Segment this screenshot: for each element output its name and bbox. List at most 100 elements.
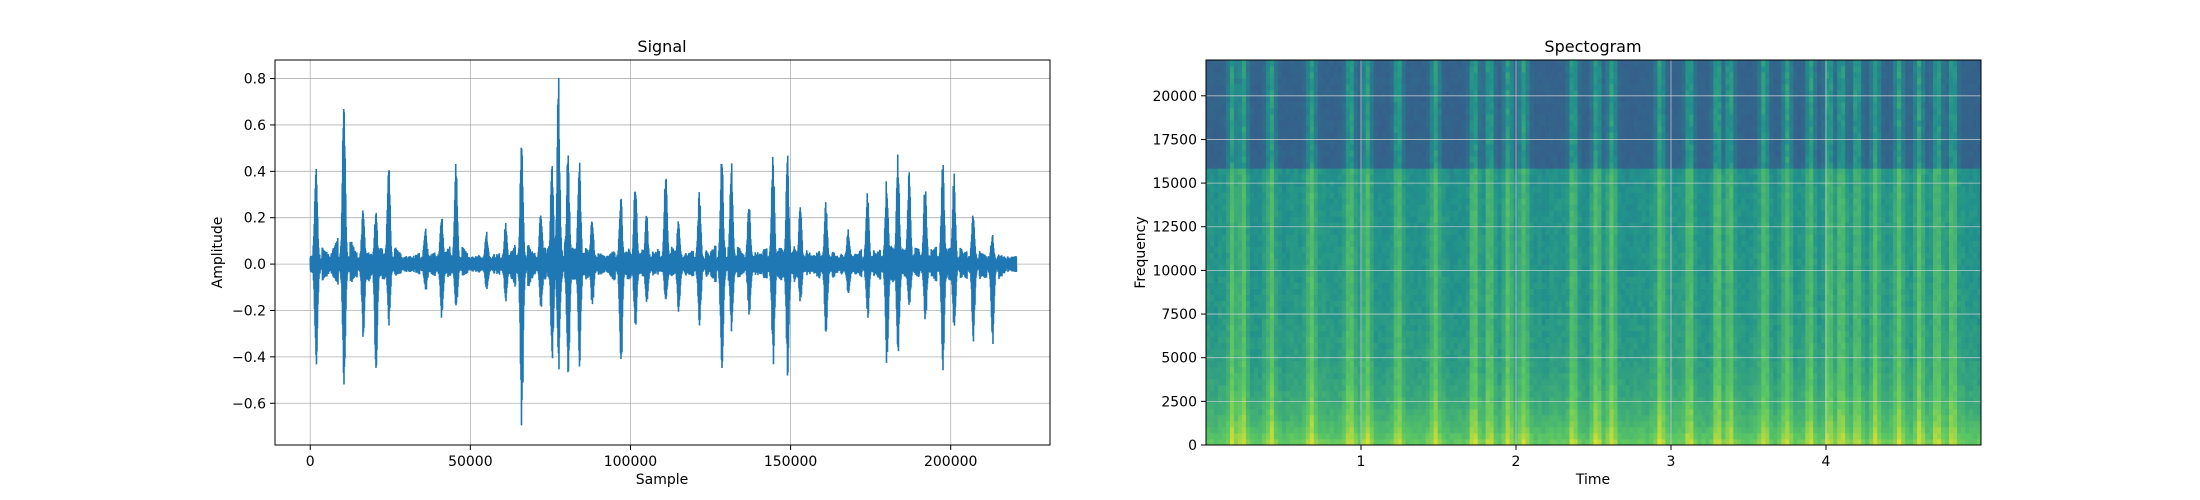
spectrogram-cell — [1369, 390, 1375, 398]
spectrogram-cell — [1249, 384, 1255, 392]
spectrogram-cell — [1305, 102, 1311, 109]
spectrogram-cell — [1397, 318, 1403, 326]
spectrogram-cell — [1389, 192, 1395, 199]
spectrogram-cell — [1405, 156, 1411, 163]
spectrogram-cell — [1325, 240, 1331, 247]
spectrogram-cell — [1497, 234, 1502, 241]
spectrogram-cell — [1329, 126, 1335, 133]
spectrogram-cell — [1365, 318, 1371, 326]
spectrogram-cell — [1493, 168, 1498, 175]
spectrogram-cell — [1269, 66, 1275, 73]
spectrogram-cell — [1461, 126, 1467, 133]
spectrogram-cell — [1213, 102, 1219, 109]
spectrogram-cell — [1277, 408, 1283, 416]
spectrogram-cell — [1309, 402, 1315, 410]
spectrogram-cell — [1505, 330, 1510, 338]
spectrogram-cell — [1293, 402, 1299, 410]
spectrogram-cell — [1273, 426, 1279, 434]
spectrogram-cell — [1413, 294, 1419, 301]
spectrogram-cell — [1397, 270, 1403, 277]
spectrogram-cell — [1457, 306, 1463, 314]
spectrogram-cell — [1485, 144, 1490, 151]
spectrogram-cell — [1509, 246, 1514, 253]
spectrogram-cell — [1289, 108, 1295, 115]
spectrogram-cell — [1317, 246, 1323, 253]
spectrogram-cell — [1213, 306, 1219, 314]
spectrogram-cell — [1297, 186, 1303, 193]
spectrogram-cell — [1373, 384, 1379, 392]
spectrogram-cell — [1457, 132, 1463, 139]
spectrogram-cell — [1285, 252, 1291, 259]
spectrogram-cell — [1333, 228, 1339, 235]
spectrogram-cell — [1469, 414, 1474, 422]
spectrogram-cell — [1397, 306, 1403, 314]
spectrogram-cell — [1365, 294, 1371, 301]
spectrogram-cell — [1429, 216, 1435, 223]
spectrogram-cell — [1265, 198, 1271, 205]
spectrogram-cell — [1245, 72, 1251, 79]
spectrogram-cell — [1361, 126, 1367, 133]
spectrogram-cell — [1453, 90, 1459, 97]
spectrogram-cell — [1349, 276, 1355, 283]
spectrogram-cell — [1257, 168, 1263, 175]
spectrogram-cell — [1501, 150, 1506, 157]
spectrogram-cell — [1329, 132, 1335, 139]
spectrogram-cell — [1421, 300, 1427, 307]
spectrogram-cell — [1509, 138, 1514, 145]
spectrogram-cell — [1385, 174, 1391, 181]
spectrogram-cell — [1449, 318, 1455, 326]
spectrogram-cell — [1441, 192, 1447, 199]
spectrogram-cell — [1229, 282, 1235, 289]
spectrogram-cell — [1321, 234, 1327, 241]
spectrogram-cell — [1409, 336, 1415, 344]
spectrogram-cell — [1401, 204, 1407, 211]
spectrogram-cell — [1265, 366, 1271, 374]
spectrogram-cell — [1229, 78, 1235, 85]
spectrogram-cell — [1277, 360, 1283, 368]
spectrogram-cell — [1253, 348, 1259, 356]
spectrogram-cell — [1206, 228, 1211, 235]
spectrogram-cell — [1245, 318, 1251, 326]
spectrogram-cell — [1505, 276, 1510, 283]
spectrogram-cell — [1445, 90, 1451, 97]
spectrogram-cell — [1309, 366, 1315, 374]
spectrogram-cell — [1449, 426, 1455, 434]
spectrogram-cell — [1409, 60, 1415, 67]
spectrogram-cell — [1309, 90, 1315, 97]
spectrogram-cell — [1245, 132, 1251, 139]
spectrogram-cell — [1301, 102, 1307, 109]
spectrogram-cell — [1317, 96, 1323, 103]
spectrogram-cell — [1473, 318, 1478, 326]
spectrogram-cell — [1397, 96, 1403, 103]
spectrogram-cell — [1241, 192, 1247, 199]
spectrogram-cell — [1385, 408, 1391, 416]
spectrogram-cell — [1349, 144, 1355, 151]
spectrogram-cell — [1257, 276, 1263, 283]
spectrogram-cell — [1273, 270, 1279, 277]
spectrogram-cell — [1353, 156, 1359, 163]
spectrogram-cell — [1465, 90, 1470, 97]
spectrogram-cell — [1429, 60, 1435, 67]
spectrogram-cell — [1337, 390, 1343, 398]
spectrogram-cell — [1501, 72, 1506, 79]
spectrogram-cell — [1293, 192, 1299, 199]
spectrogram-cell — [1485, 432, 1490, 440]
spectrogram-cell — [1365, 432, 1371, 440]
spectrogram-cell — [1457, 114, 1463, 121]
spectrogram-cell — [1441, 162, 1447, 169]
spectrogram-cell — [1417, 264, 1423, 271]
spectrogram-cell — [1509, 402, 1514, 410]
spectrogram-cell — [1361, 318, 1367, 326]
spectrogram-cell — [1405, 324, 1411, 332]
spectrogram-cell — [1209, 102, 1215, 109]
spectrogram-cell — [1429, 114, 1435, 121]
spectrogram-cell — [1289, 96, 1295, 103]
spectrogram-cell — [1433, 84, 1439, 91]
spectrogram-cell — [1421, 306, 1427, 314]
spectrogram-cell — [1413, 60, 1419, 67]
spectrogram-cell — [1273, 402, 1279, 410]
spectrogram-cell — [1413, 300, 1419, 307]
spectrogram-cell — [1241, 120, 1247, 127]
spectrogram-cell — [1285, 420, 1291, 428]
spectrogram-cell — [1309, 264, 1315, 271]
